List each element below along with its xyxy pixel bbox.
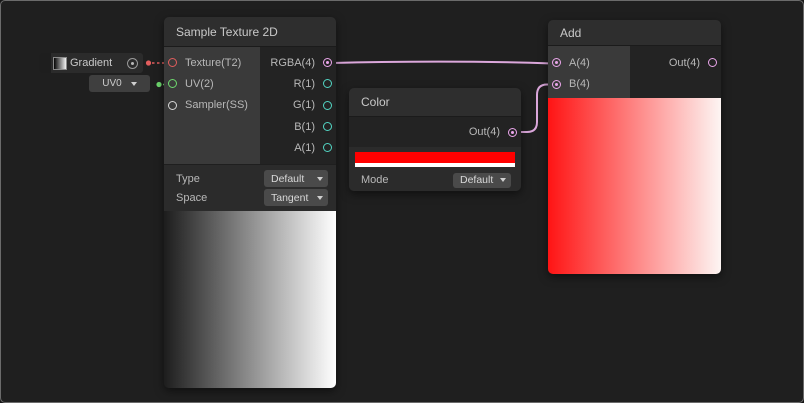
- color-swatch[interactable]: [355, 152, 515, 163]
- port-a[interactable]: A(1): [260, 137, 336, 158]
- port-r[interactable]: R(1): [260, 73, 336, 94]
- port-ring-color-out[interactable]: [508, 127, 517, 137]
- space-dropdown[interactable]: Tangent: [264, 189, 328, 206]
- node-title-bar[interactable]: Sample Texture 2D: [164, 17, 336, 47]
- color-swatch-section: [349, 147, 521, 169]
- node-title-bar[interactable]: Color: [349, 88, 521, 117]
- uv-channel-dropdown[interactable]: UV0: [89, 75, 150, 92]
- space-dropdown-value: Tangent: [271, 191, 309, 204]
- input-ports-section: A(4) B(4): [548, 46, 630, 98]
- port-ring-b[interactable]: [323, 122, 332, 132]
- node-preview-red-gradient: [548, 98, 721, 274]
- input-ports-section: Texture(T2) UV(2) Sampler(SS): [164, 47, 260, 164]
- gradient-texture-thumbnail[interactable]: [53, 56, 67, 70]
- node-color[interactable]: Color Out(4) Mode Default: [349, 88, 521, 191]
- port-ring-add-a[interactable]: [552, 58, 561, 68]
- port-ring-texture[interactable]: [168, 58, 177, 68]
- property-label: Gradient: [70, 57, 113, 69]
- color-swatch-alpha-bar: [355, 163, 515, 167]
- edge-rgba-to-a[interactable]: [331, 60, 553, 65]
- port-ring-rgba[interactable]: [323, 58, 332, 68]
- mode-label: Mode: [361, 174, 389, 186]
- node-title-bar[interactable]: Add: [548, 20, 721, 46]
- port-ring-sampler[interactable]: [168, 100, 177, 110]
- port-ring-add-out[interactable]: [708, 58, 717, 68]
- port-texture[interactable]: Texture(T2): [164, 52, 260, 73]
- port-g[interactable]: G(1): [260, 95, 336, 116]
- object-picker-icon[interactable]: [127, 57, 138, 69]
- port-ring-uv[interactable]: [168, 79, 177, 89]
- port-add-out[interactable]: Out(4): [630, 52, 721, 74]
- type-dropdown[interactable]: Default: [264, 170, 328, 187]
- port-ring-g[interactable]: [323, 100, 332, 110]
- port-ring-add-b[interactable]: [552, 79, 561, 89]
- output-ports-section: RGBA(4) R(1) G(1) B(1) A(1): [260, 47, 336, 164]
- edge-colorout-to-b[interactable]: [517, 83, 552, 133]
- texture-stub-dot: [145, 60, 152, 66]
- node-add[interactable]: Add A(4) B(4) Out(4): [548, 20, 721, 274]
- node-title: Color: [361, 95, 390, 109]
- port-b[interactable]: B(1): [260, 116, 336, 137]
- node-sample-texture-2d[interactable]: Sample Texture 2D Texture(T2) UV(2) Samp…: [164, 17, 336, 388]
- port-ring-a[interactable]: [323, 143, 332, 153]
- port-rgba[interactable]: RGBA(4): [260, 52, 336, 73]
- chevron-down-icon: [317, 195, 323, 200]
- chevron-down-icon: [500, 178, 506, 182]
- node-preview-gradient: [164, 211, 336, 388]
- node-title: Sample Texture 2D: [176, 24, 278, 39]
- property-slot: [39, 53, 51, 73]
- uv-channel-value: UV0: [102, 78, 122, 89]
- gradient-property-node[interactable]: Gradient: [39, 53, 143, 73]
- node-title: Add: [560, 25, 582, 40]
- port-ring-r[interactable]: [323, 79, 332, 89]
- port-color-out[interactable]: Out(4): [349, 117, 521, 147]
- mode-dropdown-value: Default: [460, 174, 494, 186]
- port-uv[interactable]: UV(2): [164, 73, 260, 94]
- node-controls-section: Type Default Space Tangent: [164, 164, 336, 211]
- port-add-a[interactable]: A(4): [548, 52, 630, 74]
- uv-stub-dot: [156, 81, 162, 88]
- chevron-down-icon: [317, 176, 323, 181]
- space-label: Space: [176, 191, 208, 204]
- mode-dropdown[interactable]: Default: [453, 172, 511, 188]
- type-label: Type: [176, 172, 200, 185]
- output-ports-section: Out(4): [630, 46, 721, 98]
- port-sampler[interactable]: Sampler(SS): [164, 95, 260, 116]
- type-dropdown-value: Default: [271, 172, 305, 185]
- chevron-down-icon: [130, 81, 137, 86]
- port-add-b[interactable]: B(4): [548, 74, 630, 96]
